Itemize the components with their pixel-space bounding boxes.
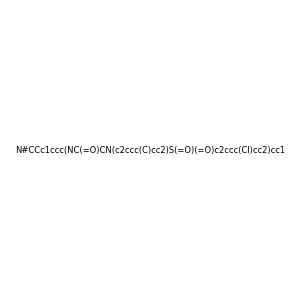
Text: N#CCc1ccc(NC(=O)CN(c2ccc(C)cc2)S(=O)(=O)c2ccc(Cl)cc2)cc1: N#CCc1ccc(NC(=O)CN(c2ccc(C)cc2)S(=O)(=O)…	[15, 146, 285, 154]
